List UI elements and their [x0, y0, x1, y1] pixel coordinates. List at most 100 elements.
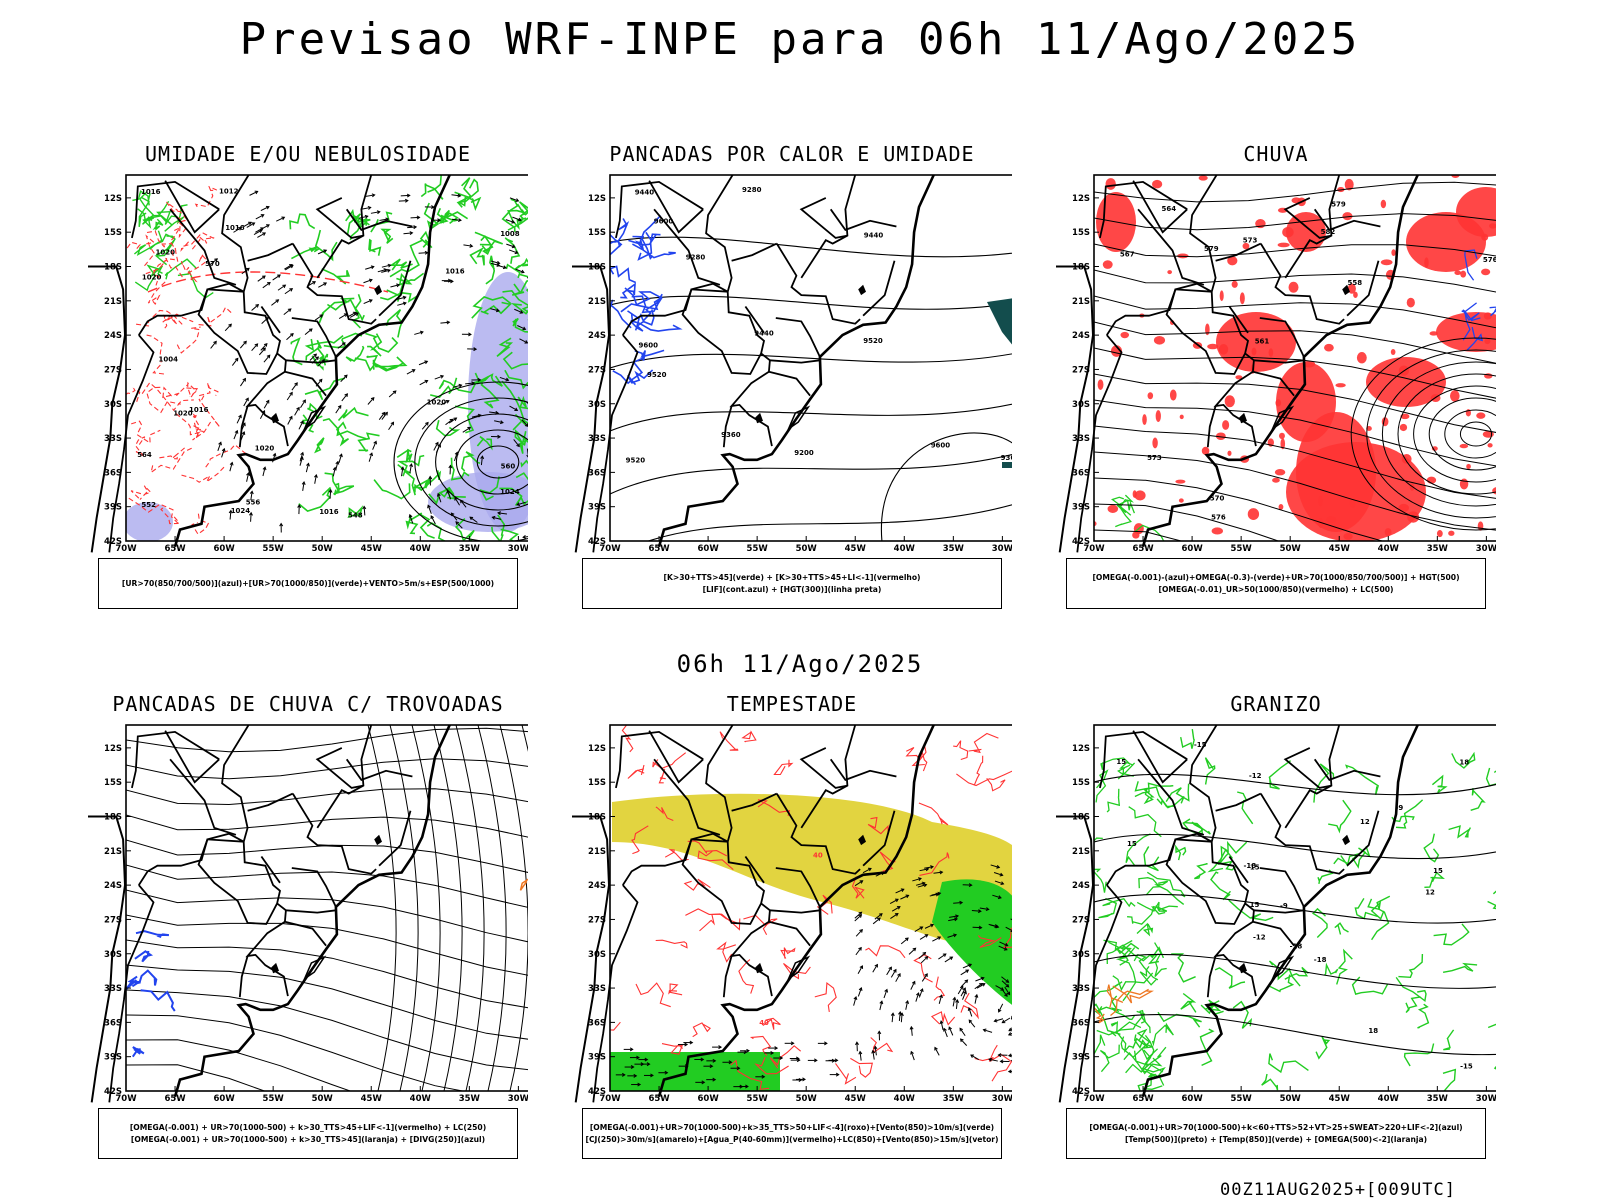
- omega-500-contour: [1094, 1005, 1106, 1024]
- wind-vector-850: [933, 871, 943, 874]
- wind-vector: [381, 412, 388, 420]
- lake-patch: [271, 962, 279, 974]
- lat-tick-label: 27S: [588, 365, 606, 375]
- wind-vector-850: [912, 947, 917, 952]
- temp-850-contour: [1492, 890, 1496, 895]
- humidity-contour-low-level: [389, 239, 424, 278]
- political-border: [769, 909, 821, 914]
- political-border: [776, 793, 861, 875]
- wind-vector-850: [962, 963, 972, 969]
- thickness-contour-dashed: [165, 247, 183, 278]
- temp-850-contour: [1094, 981, 1123, 1006]
- coastline-west: [1056, 815, 1095, 1103]
- streamline-250hpa: [126, 889, 528, 943]
- political-border: [284, 920, 327, 947]
- wind-vector-850: [949, 915, 959, 918]
- legend-line: [OMEGA(-0.01)_UR>50(1000/850)(vermelho) …: [1158, 584, 1394, 594]
- panel-legend: [OMEGA(-0.001)-(azul)+OMEGA(-0.3)-(verde…: [1066, 558, 1486, 609]
- wind-vector: [254, 190, 259, 195]
- wind-vector-850: [996, 864, 1001, 869]
- wind-vector: [239, 341, 247, 349]
- rain-area: [1406, 297, 1415, 308]
- lon-tick-label: 50W: [796, 544, 818, 554]
- political-border: [615, 730, 704, 789]
- wind-vector-850: [921, 881, 926, 886]
- lifted-index-contour: [634, 349, 665, 361]
- humidity-contour-low-level: [314, 437, 325, 454]
- thickness-contour-dashed: [199, 231, 215, 244]
- humidity-contour-low-level: [134, 264, 161, 292]
- lon-tick-label: 65W: [164, 544, 186, 554]
- temp-850-contour: [1228, 899, 1274, 922]
- streamline-850hpa: [953, 740, 969, 761]
- humidity-contour-low-level: [454, 191, 482, 212]
- humidity-contour-low-level: [480, 301, 512, 315]
- streamline-250hpa: [477, 725, 507, 1091]
- divergence-contour: [126, 975, 141, 991]
- thickness-contour-dashed: [162, 384, 189, 399]
- wind-vector: [250, 491, 253, 501]
- temp-850-contour: [1405, 996, 1421, 1013]
- political-border: [648, 730, 704, 784]
- wind-vector: [509, 405, 518, 411]
- lon-tick-label: 50W: [1280, 1094, 1302, 1104]
- wind-vector-850: [1006, 991, 1011, 996]
- panel-granizo: GRANIZO -9 -9 -12 -15 -15 -18 -18 -12 -15 -18 12 15…: [1056, 692, 1496, 1172]
- wind-vector: [390, 284, 400, 288]
- wind-vector-850: [980, 976, 985, 981]
- temp-500-contour: [1094, 893, 1496, 924]
- wind-vector-850: [999, 872, 1004, 877]
- wind-vector: [378, 412, 386, 421]
- lat-tick-label: 30S: [104, 400, 122, 410]
- wind-vector: [300, 451, 305, 456]
- streamline-850hpa: [773, 759, 794, 776]
- contour-label: 40: [813, 852, 823, 860]
- wind-vector-850: [914, 926, 923, 932]
- wind-vector: [246, 472, 250, 482]
- political-border: [768, 920, 811, 947]
- wind-vector-850: [940, 1021, 944, 1031]
- rain-area: [1489, 223, 1496, 229]
- wind-vector: [381, 411, 386, 416]
- humidity-contour-low-level: [154, 238, 176, 266]
- wind-vector-850: [874, 1046, 877, 1056]
- rain-area: [1429, 331, 1438, 336]
- rain-area: [1426, 476, 1437, 484]
- wind-vector: [358, 215, 368, 219]
- wind-vector-850: [962, 991, 967, 1000]
- lifted-index-contour: [627, 369, 654, 386]
- temp-850-contour: [1470, 788, 1486, 811]
- streamline: [1094, 181, 1496, 203]
- map-frame: [1093, 724, 1496, 1092]
- contour-label: 1016: [225, 224, 245, 232]
- streamline-850hpa: [816, 894, 833, 915]
- lagoa-dos-patos: [302, 955, 327, 982]
- wind-vector: [260, 224, 270, 230]
- rain-area: [1107, 504, 1119, 513]
- panel-pancadas-calor: PANCADAS POR CALOR E UMIDADE 9600 9600 952…: [572, 142, 1012, 622]
- wind-vector: [298, 421, 304, 430]
- wind-vector-850: [977, 909, 982, 914]
- wind-vector: [388, 390, 397, 398]
- wind-vector: [477, 377, 482, 382]
- political-border: [1099, 730, 1188, 789]
- wind-vector-850: [954, 917, 958, 922]
- wind-vector-850: [962, 987, 966, 992]
- contour-label: 1020: [427, 398, 447, 406]
- wind-vector: [452, 384, 462, 388]
- rain-area: [1147, 392, 1154, 400]
- rain-area: [1169, 389, 1177, 401]
- wind-vector: [272, 452, 277, 457]
- wind-vector-850: [911, 980, 916, 985]
- temp-850-contour: [1099, 1044, 1120, 1073]
- wind-vector: [392, 390, 397, 395]
- contour-label: 1024: [500, 488, 520, 496]
- wind-vector-850: [943, 1028, 948, 1038]
- temp-850-contour: [1315, 1036, 1331, 1060]
- wind-vector-850: [1007, 1069, 1012, 1074]
- wind-vector: [233, 227, 242, 233]
- wind-vector-850: [862, 868, 872, 874]
- wind-vector: [499, 376, 509, 381]
- legend-line: [OMEGA(-0.001)-(azul)+OMEGA(-0.3)-(verde…: [1092, 572, 1460, 582]
- political-border: [731, 792, 778, 812]
